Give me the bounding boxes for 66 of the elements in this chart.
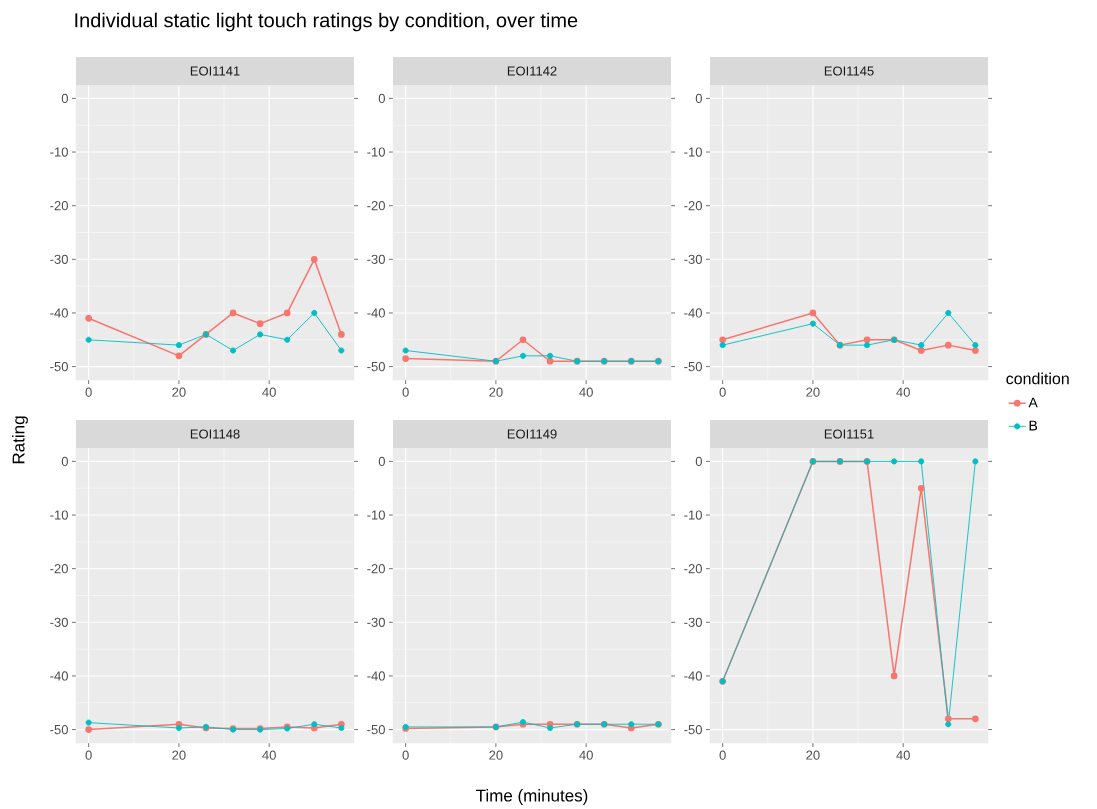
- y-tick-label: 0: [378, 93, 385, 103]
- chart-subtitle: EOI1145: [824, 66, 874, 76]
- y-tick-label: -40: [684, 308, 702, 318]
- y-tick-label: -40: [367, 308, 385, 318]
- x-tick-label: 20: [806, 750, 820, 760]
- y-tick-label: 0: [378, 456, 385, 467]
- y-tick-label: -40: [367, 671, 385, 681]
- x-tick-label: 40: [896, 750, 910, 760]
- y-tick-label: -50: [50, 724, 68, 735]
- y-tick-label: -30: [367, 254, 385, 264]
- chart-title: Individual static light touch ratings by condition, over time: [75, 12, 578, 32]
- chart-subtitle: EOI1142: [507, 66, 557, 76]
- x-tick-label: 20: [806, 387, 820, 397]
- x-tick-label: 0: [85, 387, 92, 397]
- y-tick-label: -30: [684, 254, 702, 264]
- y-tick-label: -10: [684, 147, 702, 157]
- y-tick-label: -30: [50, 254, 68, 264]
- x-tick-label: 40: [896, 387, 910, 397]
- x-tick-label: 0: [402, 387, 409, 397]
- y-tick-label: 0: [695, 93, 702, 103]
- chart-subtitle: EOI1141: [190, 66, 240, 76]
- y-tick-label: -50: [367, 724, 385, 735]
- x-tick-label: 20: [172, 750, 186, 760]
- y-tick-label: -20: [367, 201, 385, 211]
- y-tick-label: 0: [61, 456, 68, 467]
- y-tick-label: 0: [61, 93, 68, 103]
- y-tick-label: -10: [684, 510, 702, 520]
- x-tick-label: 40: [579, 387, 593, 397]
- y-tick-label: -20: [684, 564, 702, 574]
- legend-label: A: [1028, 397, 1038, 408]
- x-tick-label: 20: [489, 387, 503, 397]
- y-tick-label: -40: [50, 308, 68, 318]
- y-tick-label: -50: [684, 724, 702, 735]
- x-tick-label: 0: [85, 750, 92, 760]
- x-tick-label: 40: [579, 750, 593, 760]
- y-tick-label: -30: [684, 617, 702, 627]
- chart-subtitle: EOI1151: [824, 429, 874, 439]
- y-tick-label: -30: [50, 617, 68, 627]
- y-tick-label: -10: [367, 147, 385, 157]
- y-tick-label: -50: [684, 361, 702, 372]
- y-axis-title: Rating: [12, 416, 28, 464]
- y-tick-label: -40: [50, 671, 68, 681]
- y-tick-label: -50: [50, 361, 68, 372]
- x-tick-label: 0: [719, 387, 726, 397]
- chart-subtitle: EOI1149: [507, 429, 557, 439]
- y-tick-label: -20: [50, 201, 68, 211]
- x-tick-label: 20: [172, 387, 186, 397]
- y-tick-label: -10: [50, 510, 68, 520]
- y-tick-label: -40: [684, 671, 702, 681]
- x-tick-label: 40: [262, 387, 276, 397]
- x-tick-label: 0: [402, 750, 409, 760]
- y-tick-label: -50: [367, 361, 385, 372]
- y-tick-label: -30: [367, 617, 385, 627]
- y-tick-label: -20: [367, 564, 385, 574]
- x-tick-label: 0: [719, 750, 726, 760]
- x-axis-title: Time (minutes): [476, 789, 588, 805]
- y-tick-label: -10: [367, 510, 385, 520]
- y-tick-label: -10: [50, 147, 68, 157]
- x-tick-label: 20: [489, 750, 503, 760]
- legend-title: condition: [1006, 372, 1069, 385]
- chart-subtitle: EOI1148: [190, 429, 240, 439]
- legend-label: B: [1029, 420, 1038, 431]
- y-tick-label: -20: [684, 201, 702, 211]
- y-tick-label: 0: [695, 456, 702, 467]
- y-tick-label: -20: [50, 564, 68, 574]
- x-tick-label: 40: [262, 750, 276, 760]
